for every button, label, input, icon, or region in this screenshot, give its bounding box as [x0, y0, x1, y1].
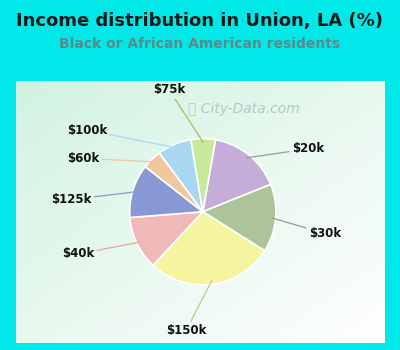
- Wedge shape: [153, 212, 265, 285]
- Text: Black or African American residents: Black or African American residents: [60, 37, 340, 51]
- Text: $100k: $100k: [67, 124, 176, 148]
- Text: $150k: $150k: [166, 281, 212, 337]
- Text: ⓘ City-Data.com: ⓘ City-Data.com: [188, 102, 300, 116]
- Text: $125k: $125k: [51, 192, 136, 206]
- Text: $60k: $60k: [67, 152, 154, 165]
- Text: $20k: $20k: [246, 142, 324, 158]
- Text: $30k: $30k: [272, 218, 341, 240]
- Wedge shape: [159, 140, 203, 212]
- Wedge shape: [191, 139, 216, 212]
- Wedge shape: [203, 140, 271, 212]
- Wedge shape: [145, 153, 203, 212]
- Text: $40k: $40k: [62, 242, 140, 260]
- Text: $75k: $75k: [153, 83, 203, 142]
- Wedge shape: [130, 212, 203, 265]
- Text: Income distribution in Union, LA (%): Income distribution in Union, LA (%): [16, 12, 384, 30]
- Wedge shape: [203, 184, 276, 251]
- Wedge shape: [130, 167, 203, 217]
